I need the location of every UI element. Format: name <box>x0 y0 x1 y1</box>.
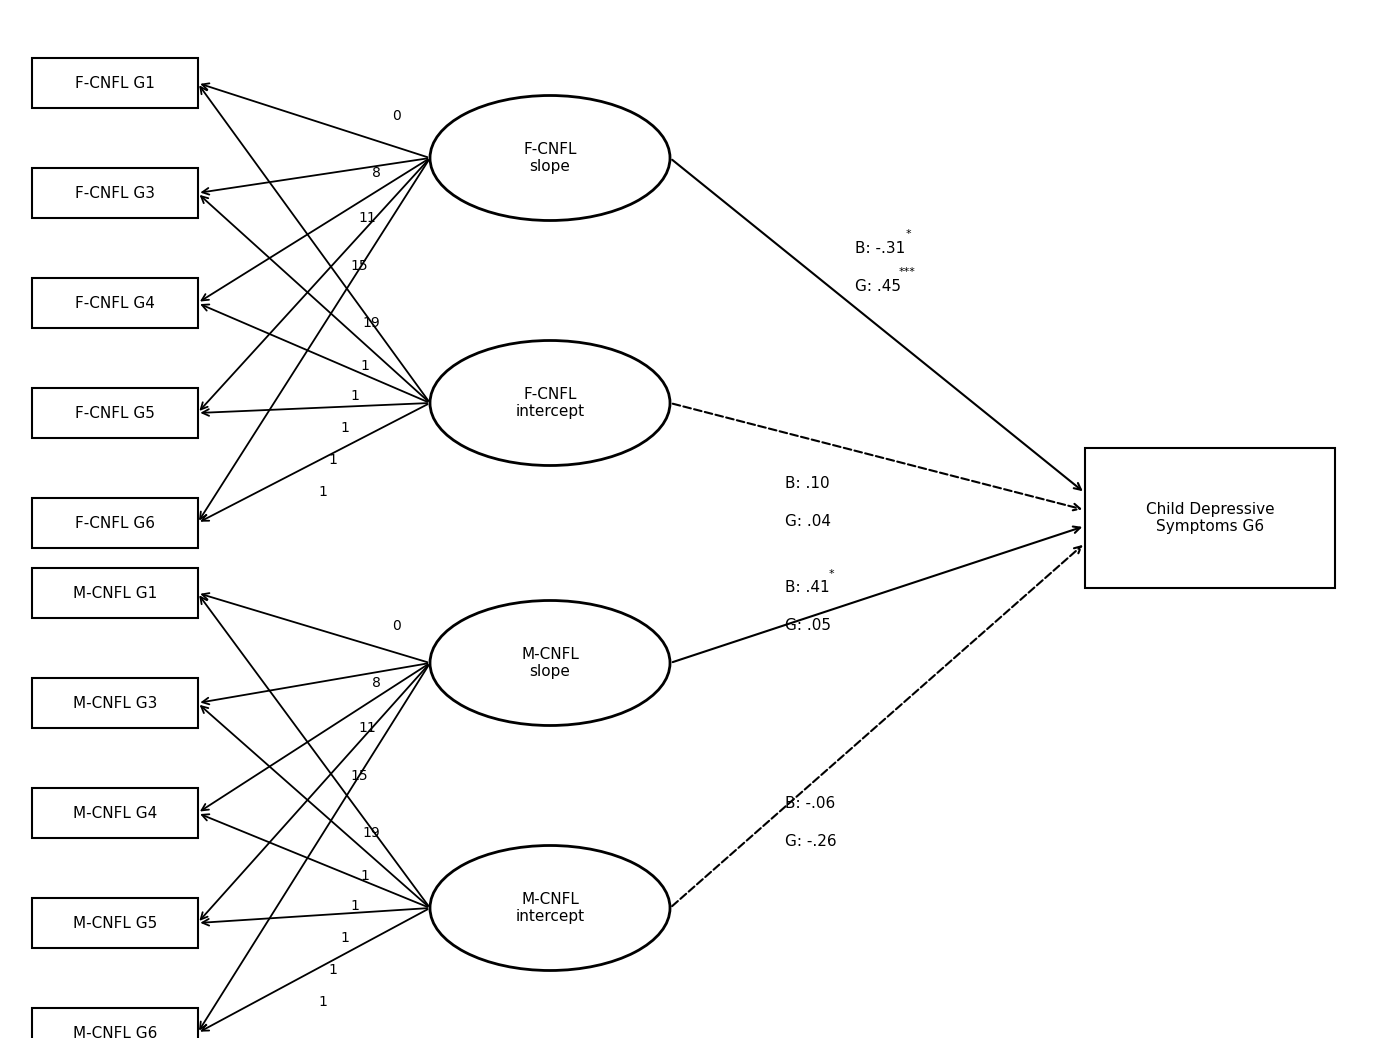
Text: 1: 1 <box>340 931 349 945</box>
FancyBboxPatch shape <box>32 678 197 728</box>
Text: M-CNFL
intercept: M-CNFL intercept <box>515 892 585 924</box>
FancyBboxPatch shape <box>32 58 197 108</box>
Text: G: -.26: G: -.26 <box>785 834 837 848</box>
Text: M-CNFL
slope: M-CNFL slope <box>521 647 580 679</box>
Text: M-CNFL G3: M-CNFL G3 <box>73 695 157 710</box>
Text: F-CNFL G6: F-CNFL G6 <box>76 516 155 530</box>
Ellipse shape <box>430 340 671 465</box>
Text: 15: 15 <box>350 260 368 273</box>
Text: G: .04: G: .04 <box>785 514 832 528</box>
Text: 1: 1 <box>318 485 326 499</box>
Text: G: .05: G: .05 <box>785 619 832 633</box>
Text: 0: 0 <box>392 109 400 122</box>
Text: F-CNFL
slope: F-CNFL slope <box>524 142 577 174</box>
Text: ***: *** <box>899 267 916 277</box>
Text: 1: 1 <box>328 963 337 977</box>
Text: F-CNFL G5: F-CNFL G5 <box>76 406 155 420</box>
FancyBboxPatch shape <box>1085 448 1336 588</box>
FancyBboxPatch shape <box>32 498 197 548</box>
Text: 19: 19 <box>363 316 379 330</box>
Text: 1: 1 <box>318 995 326 1009</box>
Text: B: -.31: B: -.31 <box>855 241 906 255</box>
Text: B: -.06: B: -.06 <box>785 795 836 811</box>
Text: *: * <box>906 229 911 239</box>
Ellipse shape <box>430 846 671 971</box>
Text: F-CNFL G4: F-CNFL G4 <box>76 296 155 310</box>
Text: F-CNFL G1: F-CNFL G1 <box>76 76 155 90</box>
Text: 1: 1 <box>350 389 358 403</box>
Text: 1: 1 <box>350 899 358 913</box>
Text: 1: 1 <box>360 869 368 883</box>
Text: *: * <box>829 569 834 579</box>
Text: M-CNFL G4: M-CNFL G4 <box>73 805 157 820</box>
FancyBboxPatch shape <box>32 278 197 328</box>
FancyBboxPatch shape <box>32 388 197 438</box>
Text: M-CNFL G6: M-CNFL G6 <box>73 1026 157 1038</box>
Text: 19: 19 <box>363 826 379 840</box>
Text: F-CNFL
intercept: F-CNFL intercept <box>515 387 585 419</box>
Text: 8: 8 <box>372 166 381 180</box>
Ellipse shape <box>430 601 671 726</box>
Text: 11: 11 <box>358 211 375 225</box>
Text: 0: 0 <box>392 619 400 633</box>
FancyBboxPatch shape <box>32 788 197 838</box>
Text: F-CNFL G3: F-CNFL G3 <box>76 186 155 200</box>
Text: Child Depressive
Symptoms G6: Child Depressive Symptoms G6 <box>1145 501 1274 535</box>
FancyBboxPatch shape <box>32 898 197 948</box>
Text: M-CNFL G1: M-CNFL G1 <box>73 585 157 601</box>
Text: G: .45: G: .45 <box>855 278 902 294</box>
Text: 11: 11 <box>358 721 375 735</box>
Ellipse shape <box>430 95 671 220</box>
Text: 8: 8 <box>372 676 381 690</box>
Text: 1: 1 <box>328 453 337 467</box>
FancyBboxPatch shape <box>32 1008 197 1038</box>
FancyBboxPatch shape <box>32 568 197 618</box>
Text: B: .10: B: .10 <box>785 475 830 491</box>
FancyBboxPatch shape <box>32 168 197 218</box>
Text: B: .41: B: .41 <box>785 580 830 596</box>
Text: 15: 15 <box>350 769 368 783</box>
Text: M-CNFL G5: M-CNFL G5 <box>73 916 157 930</box>
Text: 1: 1 <box>360 359 368 373</box>
Text: 1: 1 <box>340 421 349 435</box>
